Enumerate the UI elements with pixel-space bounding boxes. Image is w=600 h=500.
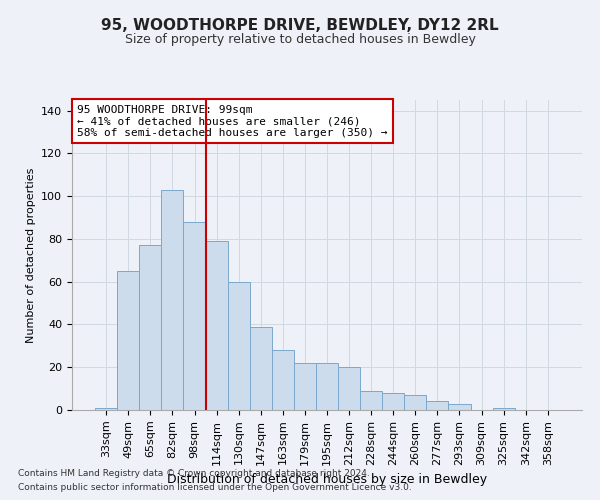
- Bar: [448, 404, 470, 410]
- Text: Contains public sector information licensed under the Open Government Licence v3: Contains public sector information licen…: [18, 484, 412, 492]
- Text: 95 WOODTHORPE DRIVE: 99sqm
← 41% of detached houses are smaller (246)
58% of sem: 95 WOODTHORPE DRIVE: 99sqm ← 41% of deta…: [77, 104, 388, 138]
- Bar: [316, 363, 338, 410]
- Bar: [250, 326, 272, 410]
- Y-axis label: Number of detached properties: Number of detached properties: [26, 168, 35, 342]
- Bar: [493, 408, 515, 410]
- Bar: [117, 271, 139, 410]
- X-axis label: Distribution of detached houses by size in Bewdley: Distribution of detached houses by size …: [167, 473, 487, 486]
- Bar: [404, 395, 427, 410]
- Text: 95, WOODTHORPE DRIVE, BEWDLEY, DY12 2RL: 95, WOODTHORPE DRIVE, BEWDLEY, DY12 2RL: [101, 18, 499, 32]
- Bar: [338, 367, 360, 410]
- Bar: [206, 241, 227, 410]
- Bar: [227, 282, 250, 410]
- Bar: [139, 246, 161, 410]
- Text: Contains HM Land Registry data © Crown copyright and database right 2024.: Contains HM Land Registry data © Crown c…: [18, 468, 370, 477]
- Bar: [382, 393, 404, 410]
- Bar: [184, 222, 206, 410]
- Bar: [294, 363, 316, 410]
- Bar: [95, 408, 117, 410]
- Text: Size of property relative to detached houses in Bewdley: Size of property relative to detached ho…: [125, 32, 475, 46]
- Bar: [427, 402, 448, 410]
- Bar: [161, 190, 184, 410]
- Bar: [360, 391, 382, 410]
- Bar: [272, 350, 294, 410]
